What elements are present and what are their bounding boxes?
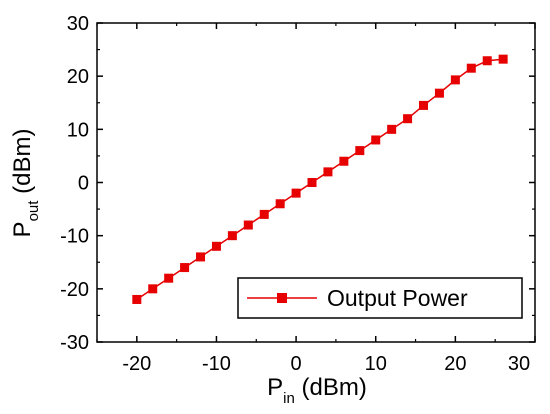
data-point bbox=[482, 56, 492, 66]
data-point bbox=[307, 178, 317, 187]
x-tick-label: 30 bbox=[508, 353, 530, 375]
x-tick-label: -10 bbox=[202, 353, 231, 375]
data-point bbox=[243, 220, 253, 230]
data-point bbox=[148, 284, 158, 294]
series-line bbox=[136, 58, 504, 301]
series-output-power bbox=[132, 54, 508, 304]
x-tick-label: 20 bbox=[444, 353, 466, 375]
data-point bbox=[466, 63, 476, 73]
y-tick-label: 20 bbox=[67, 66, 89, 88]
y-axis-title: Pout (dBm) bbox=[9, 129, 42, 238]
data-point bbox=[434, 88, 444, 98]
x-tick-label: 0 bbox=[291, 353, 302, 375]
data-point bbox=[498, 54, 508, 64]
data-point bbox=[227, 231, 237, 241]
x-tick-label: 10 bbox=[365, 353, 387, 375]
y-tick-label: 0 bbox=[78, 173, 89, 195]
data-point bbox=[339, 156, 349, 166]
data-point bbox=[355, 146, 365, 156]
tick-labels: -20 -10 0 10 20 30 -30 -20 -10 0 10 20 30 bbox=[60, 13, 530, 375]
data-point bbox=[164, 273, 174, 283]
data-point bbox=[291, 188, 301, 198]
data-point bbox=[196, 252, 206, 262]
data-point bbox=[450, 75, 460, 85]
data-point bbox=[132, 294, 142, 304]
data-point bbox=[387, 124, 397, 134]
data-point bbox=[323, 167, 333, 177]
y-tick-label: -10 bbox=[60, 226, 89, 248]
data-point bbox=[419, 100, 429, 110]
x-tick-label: -20 bbox=[122, 353, 151, 375]
data-point bbox=[403, 114, 413, 124]
data-point bbox=[180, 263, 190, 273]
x-axis-title: Pin (dBm) bbox=[267, 374, 367, 407]
y-tick-label: -30 bbox=[60, 332, 89, 354]
y-tick-label: 10 bbox=[67, 119, 89, 141]
data-point bbox=[259, 209, 269, 219]
legend-marker bbox=[277, 293, 287, 303]
legend: Output Power bbox=[237, 277, 523, 319]
data-point bbox=[211, 241, 221, 251]
legend-label: Output Power bbox=[327, 285, 468, 311]
data-point bbox=[371, 135, 381, 145]
y-tick-label: -20 bbox=[60, 279, 89, 301]
y-tick-label: 30 bbox=[67, 13, 89, 35]
ticks bbox=[96, 22, 536, 343]
data-point bbox=[275, 199, 285, 209]
